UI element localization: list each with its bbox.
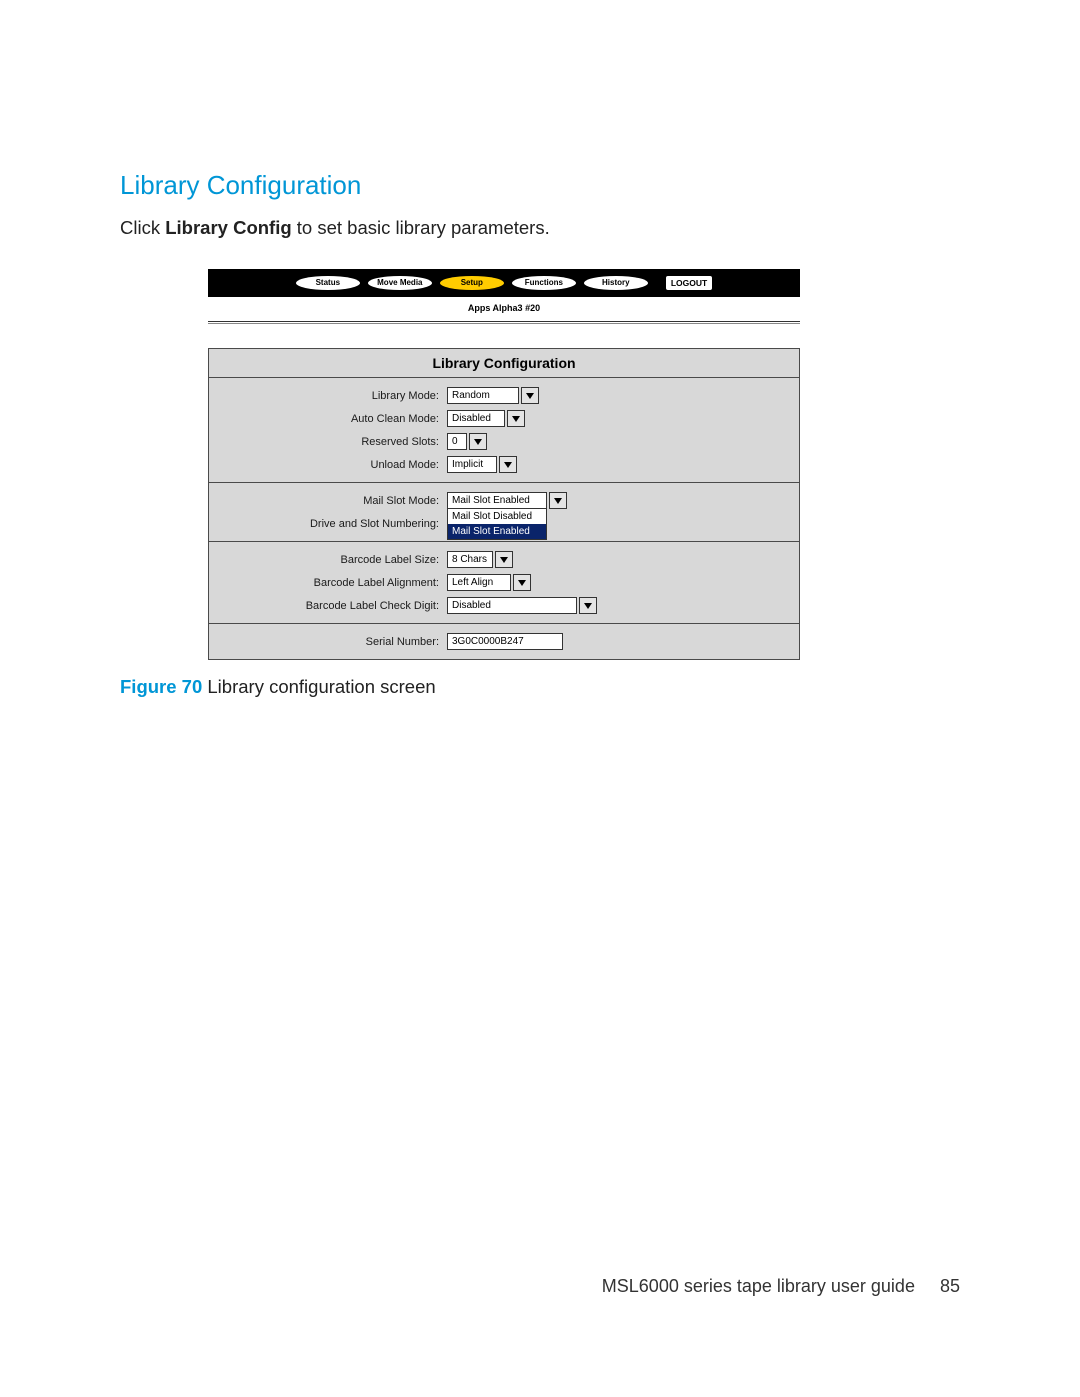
library-config-panel: Library Configuration Library Mode:Rando… (208, 348, 800, 660)
config-section: Serial Number:3G0C0000B247 (209, 624, 799, 659)
device-label: Apps Alpha3 #20 (208, 297, 800, 321)
intro-pre: Click (120, 217, 165, 238)
select-display[interactable]: Implicit (447, 456, 497, 473)
config-row: Unload Mode:Implicit (209, 453, 799, 476)
dropdown-list: Mail Slot DisabledMail Slot Enabled (447, 509, 547, 540)
config-row: Mail Slot Mode:Mail Slot EnabledMail Slo… (209, 489, 799, 512)
field-label: Drive and Slot Numbering: (209, 518, 447, 530)
config-row: Serial Number:3G0C0000B247 (209, 630, 799, 653)
figure-text: Library configuration screen (202, 676, 435, 697)
dropdown-arrow-icon[interactable] (499, 456, 517, 473)
config-row: Reserved Slots:0 (209, 430, 799, 453)
select-display[interactable]: Left Align (447, 574, 511, 591)
field-label: Serial Number: (209, 636, 447, 648)
dropdown-arrow-icon[interactable] (513, 574, 531, 591)
field-label: Unload Mode: (209, 459, 447, 471)
dropdown-option[interactable]: Mail Slot Enabled (448, 524, 546, 539)
field-wrap: Disabled (447, 410, 525, 427)
field-wrap: 8 Chars (447, 551, 513, 568)
nav-tab-setup[interactable]: Setup (440, 276, 504, 290)
divider (208, 323, 800, 324)
nav-tab-status[interactable]: Status (296, 276, 360, 290)
section-title: Library Configuration (120, 170, 960, 201)
page-footer: MSL6000 series tape library user guide 8… (602, 1276, 960, 1297)
dropdown-arrow-icon[interactable] (549, 492, 567, 509)
field-label: Mail Slot Mode: (209, 495, 447, 507)
dropdown-arrow-icon[interactable] (521, 387, 539, 404)
select-display[interactable]: Disabled (447, 597, 577, 614)
field-wrap: Random (447, 387, 539, 404)
config-row: Auto Clean Mode:Disabled (209, 407, 799, 430)
figure-number: Figure 70 (120, 676, 202, 697)
logout-button[interactable]: LOGOUT (666, 276, 712, 290)
intro-post: to set basic library parameters. (292, 217, 550, 238)
field-wrap: Left Align (447, 574, 531, 591)
config-row: Barcode Label Size:8 Chars (209, 548, 799, 571)
config-row: Barcode Label Alignment:Left Align (209, 571, 799, 594)
dropdown-arrow-icon[interactable] (495, 551, 513, 568)
nav-tab-functions[interactable]: Functions (512, 276, 576, 290)
config-section: Barcode Label Size:8 CharsBarcode Label … (209, 542, 799, 624)
config-section: Library Mode:RandomAuto Clean Mode:Disab… (209, 378, 799, 483)
field-label: Barcode Label Check Digit: (209, 600, 447, 612)
field-label: Barcode Label Size: (209, 554, 447, 566)
intro-text: Click Library Config to set basic librar… (120, 217, 960, 239)
panel-title: Library Configuration (209, 349, 799, 378)
dropdown-option[interactable]: Mail Slot Disabled (448, 509, 546, 524)
select-display[interactable]: 0 (447, 433, 467, 450)
config-section: Mail Slot Mode:Mail Slot EnabledMail Slo… (209, 483, 799, 542)
dropdown-arrow-icon[interactable] (507, 410, 525, 427)
field-label: Auto Clean Mode: (209, 413, 447, 425)
intro-bold: Library Config (165, 217, 291, 238)
field-label: Library Mode: (209, 390, 447, 402)
field-label: Barcode Label Alignment: (209, 577, 447, 589)
page-number: 85 (920, 1276, 960, 1296)
divider (208, 321, 800, 322)
field-wrap: 0 (447, 433, 487, 450)
field-label: Reserved Slots: (209, 436, 447, 448)
figure-caption: Figure 70 Library configuration screen (120, 676, 800, 698)
select-display[interactable]: Disabled (447, 410, 505, 427)
field-wrap: Implicit (447, 456, 517, 473)
field-wrap: 3G0C0000B247 (447, 633, 563, 650)
config-row: Library Mode:Random (209, 384, 799, 407)
doc-title: MSL6000 series tape library user guide (602, 1276, 915, 1296)
nav-tab-move-media[interactable]: Move Media (368, 276, 432, 290)
field-wrap: Mail Slot EnabledMail Slot DisabledMail … (447, 492, 567, 509)
select-display[interactable]: 8 Chars (447, 551, 493, 568)
top-nav-bar: Status Move Media Setup Functions History LOG… (208, 269, 800, 297)
field-wrap: Disabled (447, 597, 597, 614)
text-input[interactable]: 3G0C0000B247 (447, 633, 563, 650)
config-row: Barcode Label Check Digit:Disabled (209, 594, 799, 617)
select-display[interactable]: Mail Slot Enabled (447, 492, 547, 509)
select-display[interactable]: Random (447, 387, 519, 404)
screenshot-region: Status Move Media Setup Functions History LOG… (208, 269, 800, 698)
nav-tab-history[interactable]: History (584, 276, 648, 290)
dropdown-arrow-icon[interactable] (579, 597, 597, 614)
dropdown-arrow-icon[interactable] (469, 433, 487, 450)
